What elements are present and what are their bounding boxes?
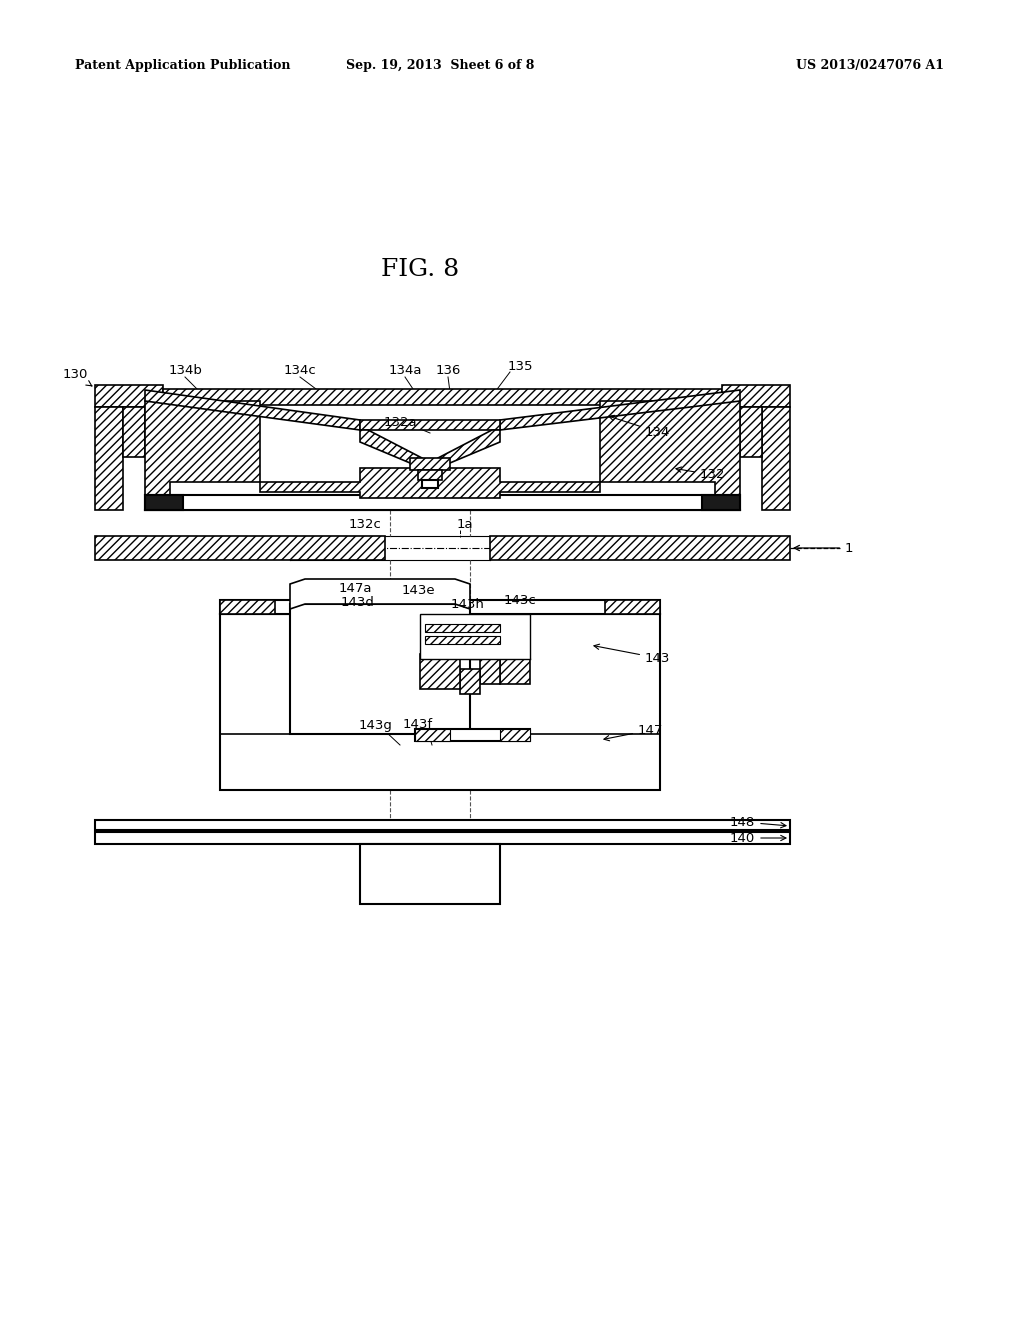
Text: 143h: 143h (451, 598, 485, 610)
Text: 1a: 1a (457, 517, 473, 531)
Bar (762, 407, 790, 510)
Bar (95, 407, 123, 510)
Bar (420, 653, 460, 689)
Bar (410, 458, 450, 470)
Bar (500, 729, 530, 741)
Bar (418, 470, 442, 480)
Bar (360, 843, 500, 904)
Bar (480, 653, 500, 684)
Polygon shape (260, 469, 600, 498)
Bar (500, 614, 530, 684)
Text: 134b: 134b (168, 363, 202, 376)
Text: 1: 1 (795, 541, 853, 554)
Bar (145, 495, 740, 510)
Text: 143c: 143c (504, 594, 537, 606)
Text: US 2013/0247076 A1: US 2013/0247076 A1 (796, 58, 944, 71)
Polygon shape (145, 389, 360, 430)
Polygon shape (600, 401, 740, 495)
Text: 132: 132 (676, 467, 725, 482)
Bar (163, 389, 722, 405)
Polygon shape (360, 430, 422, 469)
Bar (425, 624, 500, 632)
Text: 134a: 134a (388, 363, 422, 376)
Text: 147: 147 (604, 723, 664, 741)
Text: 140: 140 (730, 832, 786, 845)
Bar (702, 495, 740, 510)
Bar (95, 536, 385, 560)
Bar (95, 820, 790, 830)
Bar (740, 407, 762, 457)
Polygon shape (145, 401, 260, 495)
Bar (220, 601, 275, 614)
Bar (460, 669, 480, 694)
Text: 148: 148 (730, 816, 786, 829)
Text: 136: 136 (435, 363, 461, 376)
Bar (220, 614, 660, 789)
Polygon shape (438, 430, 500, 469)
Text: 147a: 147a (338, 582, 372, 594)
Bar (220, 601, 660, 614)
Text: 143: 143 (594, 644, 671, 664)
Bar (360, 420, 500, 430)
Polygon shape (500, 389, 740, 430)
Bar (425, 636, 500, 644)
Polygon shape (290, 579, 470, 609)
Bar (415, 729, 450, 741)
Bar (95, 385, 163, 407)
Text: 132c: 132c (348, 517, 381, 531)
Text: Patent Application Publication: Patent Application Publication (75, 58, 291, 71)
Text: 130: 130 (62, 368, 92, 385)
Text: 132a: 132a (383, 416, 417, 429)
Bar (95, 832, 790, 843)
Text: 134c: 134c (284, 363, 316, 376)
Bar (145, 495, 183, 510)
Text: 134: 134 (609, 416, 671, 438)
Text: 143f: 143f (402, 718, 433, 731)
Bar (420, 614, 530, 659)
Bar (490, 536, 790, 560)
Text: Sep. 19, 2013  Sheet 6 of 8: Sep. 19, 2013 Sheet 6 of 8 (346, 58, 535, 71)
Bar (415, 729, 530, 741)
Text: 143d: 143d (341, 595, 375, 609)
Bar (605, 601, 660, 614)
Bar (722, 385, 790, 407)
Text: 135: 135 (507, 359, 532, 372)
Bar (290, 605, 470, 734)
Bar (422, 480, 438, 488)
Text: FIG. 8: FIG. 8 (381, 259, 459, 281)
Text: 143g: 143g (358, 718, 392, 731)
Text: 143e: 143e (401, 583, 435, 597)
Bar (123, 407, 145, 457)
